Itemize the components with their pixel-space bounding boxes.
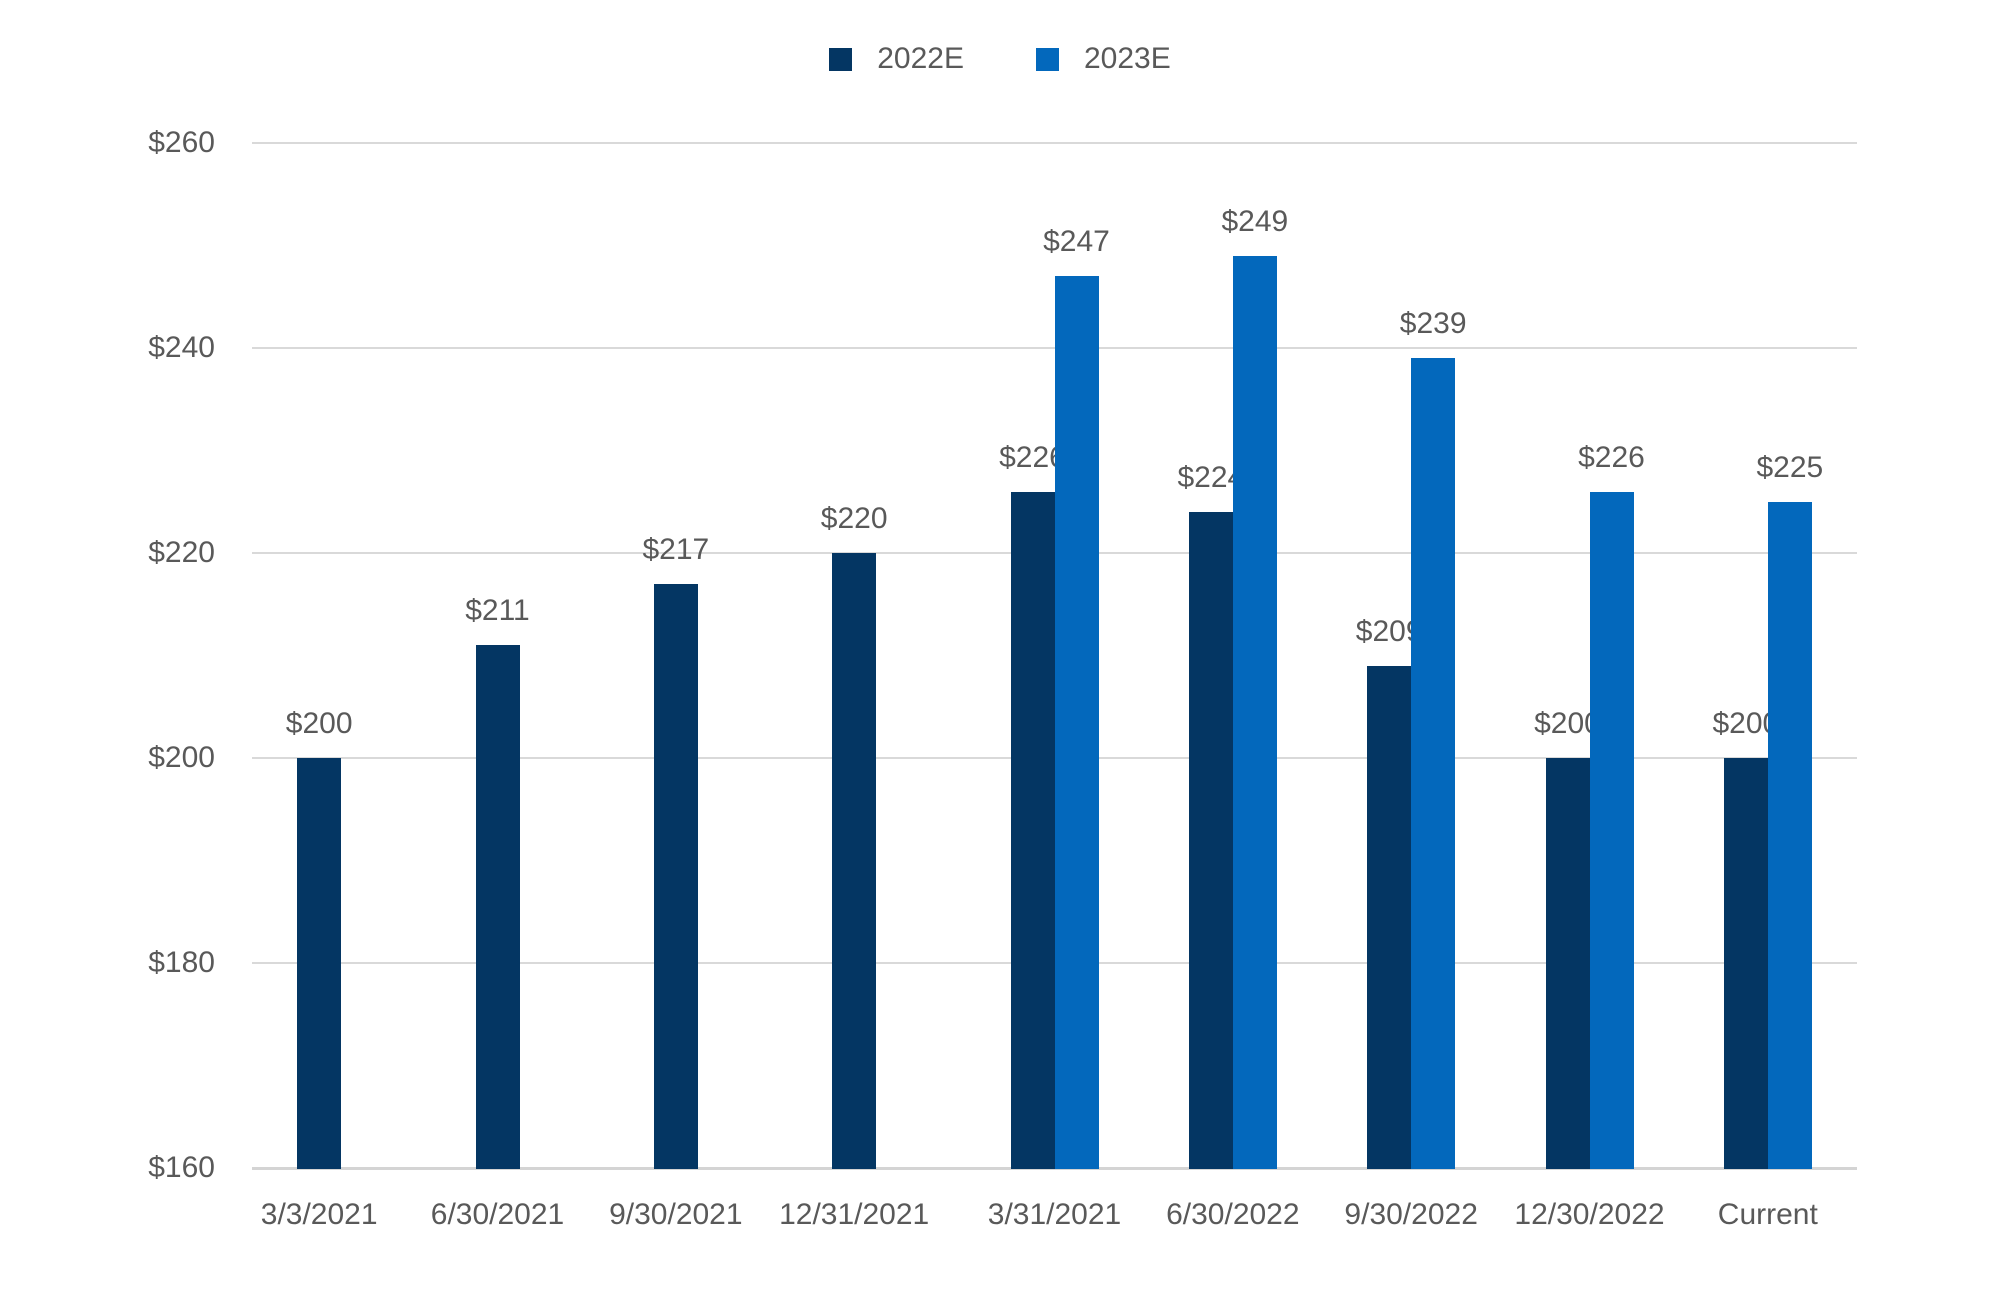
x-axis-category-label: 6/30/2022 [1166,1198,1300,1231]
x-axis-category-label: 6/30/2021 [430,1198,565,1231]
bar-2022e [1723,758,1768,1169]
x-axis-category-label: 9/30/2022 [1344,1198,1478,1231]
x-axis-category-label: 3/31/2021 [987,1198,1122,1231]
bar-value-label: $200 [285,707,353,740]
legend-item-2022e: 2022E [829,44,964,74]
y-axis-tick-label: $200 [148,741,215,774]
bar-2022e [475,645,520,1169]
y-axis-tick-label: $240 [148,331,215,364]
bar-2023e [1767,501,1812,1169]
bar-value-label: $226 [1578,440,1645,474]
bar-2022e [1545,758,1590,1169]
bar-value-label: $247 [1043,225,1110,259]
y-axis-tick-label: $160 [148,1151,215,1184]
x-axis-category-label: 12/31/2021 [779,1198,930,1231]
bar-2023e [1054,276,1099,1169]
legend-item-2023e: 2023E [1036,44,1171,74]
x-axis-category-label: 9/30/2021 [609,1198,743,1231]
legend: 2022E 2023E [0,44,2000,74]
x-axis-category-label: 12/30/2022 [1514,1198,1665,1231]
bar-2022e [1367,665,1412,1169]
legend-swatch-2022e-icon [829,47,853,71]
bar-value-label: $225 [1756,450,1824,484]
gridline [252,142,1857,144]
bar-value-label: $249 [1221,204,1289,238]
bar-value-label: $217 [642,532,710,566]
legend-swatch-2023e-icon [1036,47,1059,71]
bar-2022e [297,758,342,1169]
bar-value-label: $239 [1399,307,1467,341]
legend-label-2023e: 2023E [1084,42,1171,75]
bar-2023e [1411,358,1456,1169]
bar-value-label: $211 [465,594,530,628]
bar-2023e [1589,491,1634,1169]
bar-2022e [1188,512,1233,1169]
y-axis-tick-label: $260 [148,126,215,159]
bar-2022e [653,583,698,1169]
x-axis-category-label: 3/3/2021 [260,1198,378,1231]
bar-2023e [1232,255,1277,1169]
y-axis-tick-label: $180 [148,946,215,979]
bar-value-label: $220 [820,502,888,535]
bar-2022e [832,553,877,1169]
bar-2022e [1010,491,1055,1169]
x-axis-category-label: Current [1717,1198,1818,1231]
legend-label-2022e: 2022E [877,42,964,75]
y-axis-tick-label: $220 [148,536,215,569]
